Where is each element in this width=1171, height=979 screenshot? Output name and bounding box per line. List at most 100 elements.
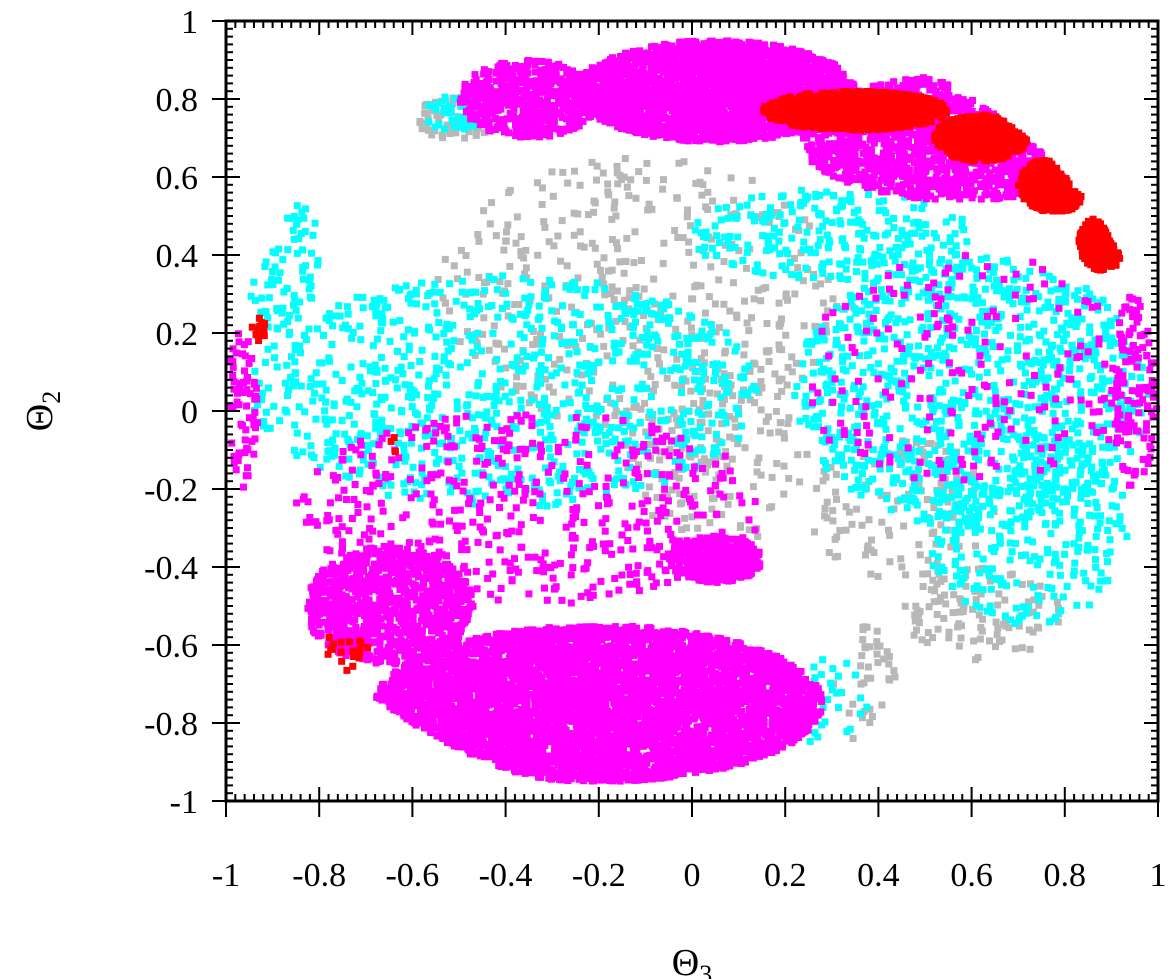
- data-point: [617, 340, 625, 348]
- data-point: [945, 343, 953, 351]
- data-point: [777, 419, 785, 427]
- data-point: [465, 128, 473, 136]
- data-point: [1003, 465, 1011, 473]
- data-point: [678, 526, 686, 533]
- data-point: [384, 303, 392, 311]
- data-point: [925, 372, 933, 379]
- data-point: [562, 338, 570, 346]
- data-point: [499, 475, 507, 483]
- data-point: [731, 347, 739, 355]
- data-point: [873, 638, 881, 646]
- data-point: [811, 204, 819, 212]
- data-point: [740, 389, 747, 397]
- data-point: [512, 382, 520, 390]
- data-point: [309, 231, 317, 239]
- data-point: [331, 444, 339, 452]
- data-point: [991, 575, 999, 583]
- data-point: [538, 201, 546, 208]
- data-point: [759, 211, 766, 219]
- data-point: [573, 348, 581, 356]
- data-point: [1097, 512, 1104, 520]
- data-point: [812, 62, 820, 70]
- data-point: [749, 483, 757, 491]
- data-point: [1075, 439, 1083, 447]
- data-point: [951, 449, 959, 457]
- data-point: [503, 300, 511, 308]
- data-point: [509, 422, 517, 430]
- data-point: [545, 238, 553, 246]
- data-point: [1109, 354, 1117, 362]
- data-point: [862, 320, 870, 328]
- data-point: [1061, 488, 1069, 496]
- data-point: [284, 318, 292, 326]
- data-point: [1107, 420, 1115, 428]
- data-point: [359, 456, 367, 464]
- data-point: [996, 534, 1004, 542]
- data-point: [547, 431, 555, 439]
- data-point: [255, 379, 263, 387]
- data-point: [891, 257, 899, 265]
- data-point: [490, 275, 498, 283]
- data-point: [417, 419, 425, 427]
- data-point: [880, 420, 888, 428]
- data-point: [902, 571, 910, 579]
- data-point: [1004, 347, 1012, 355]
- data-point: [600, 342, 608, 350]
- data-point: [930, 497, 937, 505]
- data-point: [558, 340, 566, 348]
- data-point: [493, 286, 501, 294]
- data-point: [941, 462, 949, 469]
- data-point: [960, 293, 968, 301]
- data-point: [722, 419, 730, 427]
- data-point: [402, 453, 410, 461]
- data-point: [726, 307, 734, 315]
- data-point: [673, 194, 681, 202]
- data-point: [436, 440, 444, 448]
- data-point: [881, 335, 889, 343]
- data-point: [997, 581, 1005, 589]
- data-point: [737, 396, 745, 404]
- data-point: [485, 473, 493, 481]
- data-point: [809, 358, 817, 366]
- data-point: [958, 404, 966, 412]
- data-point: [1084, 454, 1092, 462]
- data-point: [854, 328, 862, 336]
- data-point: [853, 505, 861, 513]
- data-point: [796, 417, 804, 425]
- data-point: [465, 391, 473, 399]
- data-point: [1092, 423, 1100, 431]
- data-point: [871, 253, 878, 261]
- data-point: [1047, 303, 1054, 311]
- data-point: [1033, 476, 1041, 484]
- data-point: [834, 552, 842, 560]
- data-point: [645, 483, 653, 491]
- data-point: [1108, 334, 1116, 342]
- data-point: [837, 409, 845, 417]
- data-point: [1022, 286, 1030, 294]
- data-point: [712, 476, 720, 484]
- data-point: [994, 360, 1002, 368]
- data-point: [471, 469, 479, 477]
- data-point: [735, 410, 742, 418]
- data-point: [448, 483, 456, 490]
- data-point: [708, 495, 716, 503]
- data-point: [1066, 360, 1074, 368]
- data-point: [332, 430, 340, 438]
- data-point: [1104, 527, 1112, 534]
- data-point: [559, 302, 566, 310]
- data-point: [373, 300, 381, 308]
- data-point: [499, 272, 507, 280]
- data-point: [514, 465, 522, 473]
- data-point: [335, 462, 343, 470]
- data-point: [954, 397, 962, 405]
- data-point: [819, 260, 827, 268]
- data-point: [534, 179, 541, 187]
- data-point: [418, 469, 426, 477]
- data-point: [682, 113, 690, 121]
- data-point: [1043, 464, 1051, 472]
- data-point: [502, 485, 510, 493]
- data-point: [804, 348, 812, 356]
- data-point: [848, 362, 856, 370]
- data-point: [902, 468, 910, 476]
- data-point: [644, 350, 652, 358]
